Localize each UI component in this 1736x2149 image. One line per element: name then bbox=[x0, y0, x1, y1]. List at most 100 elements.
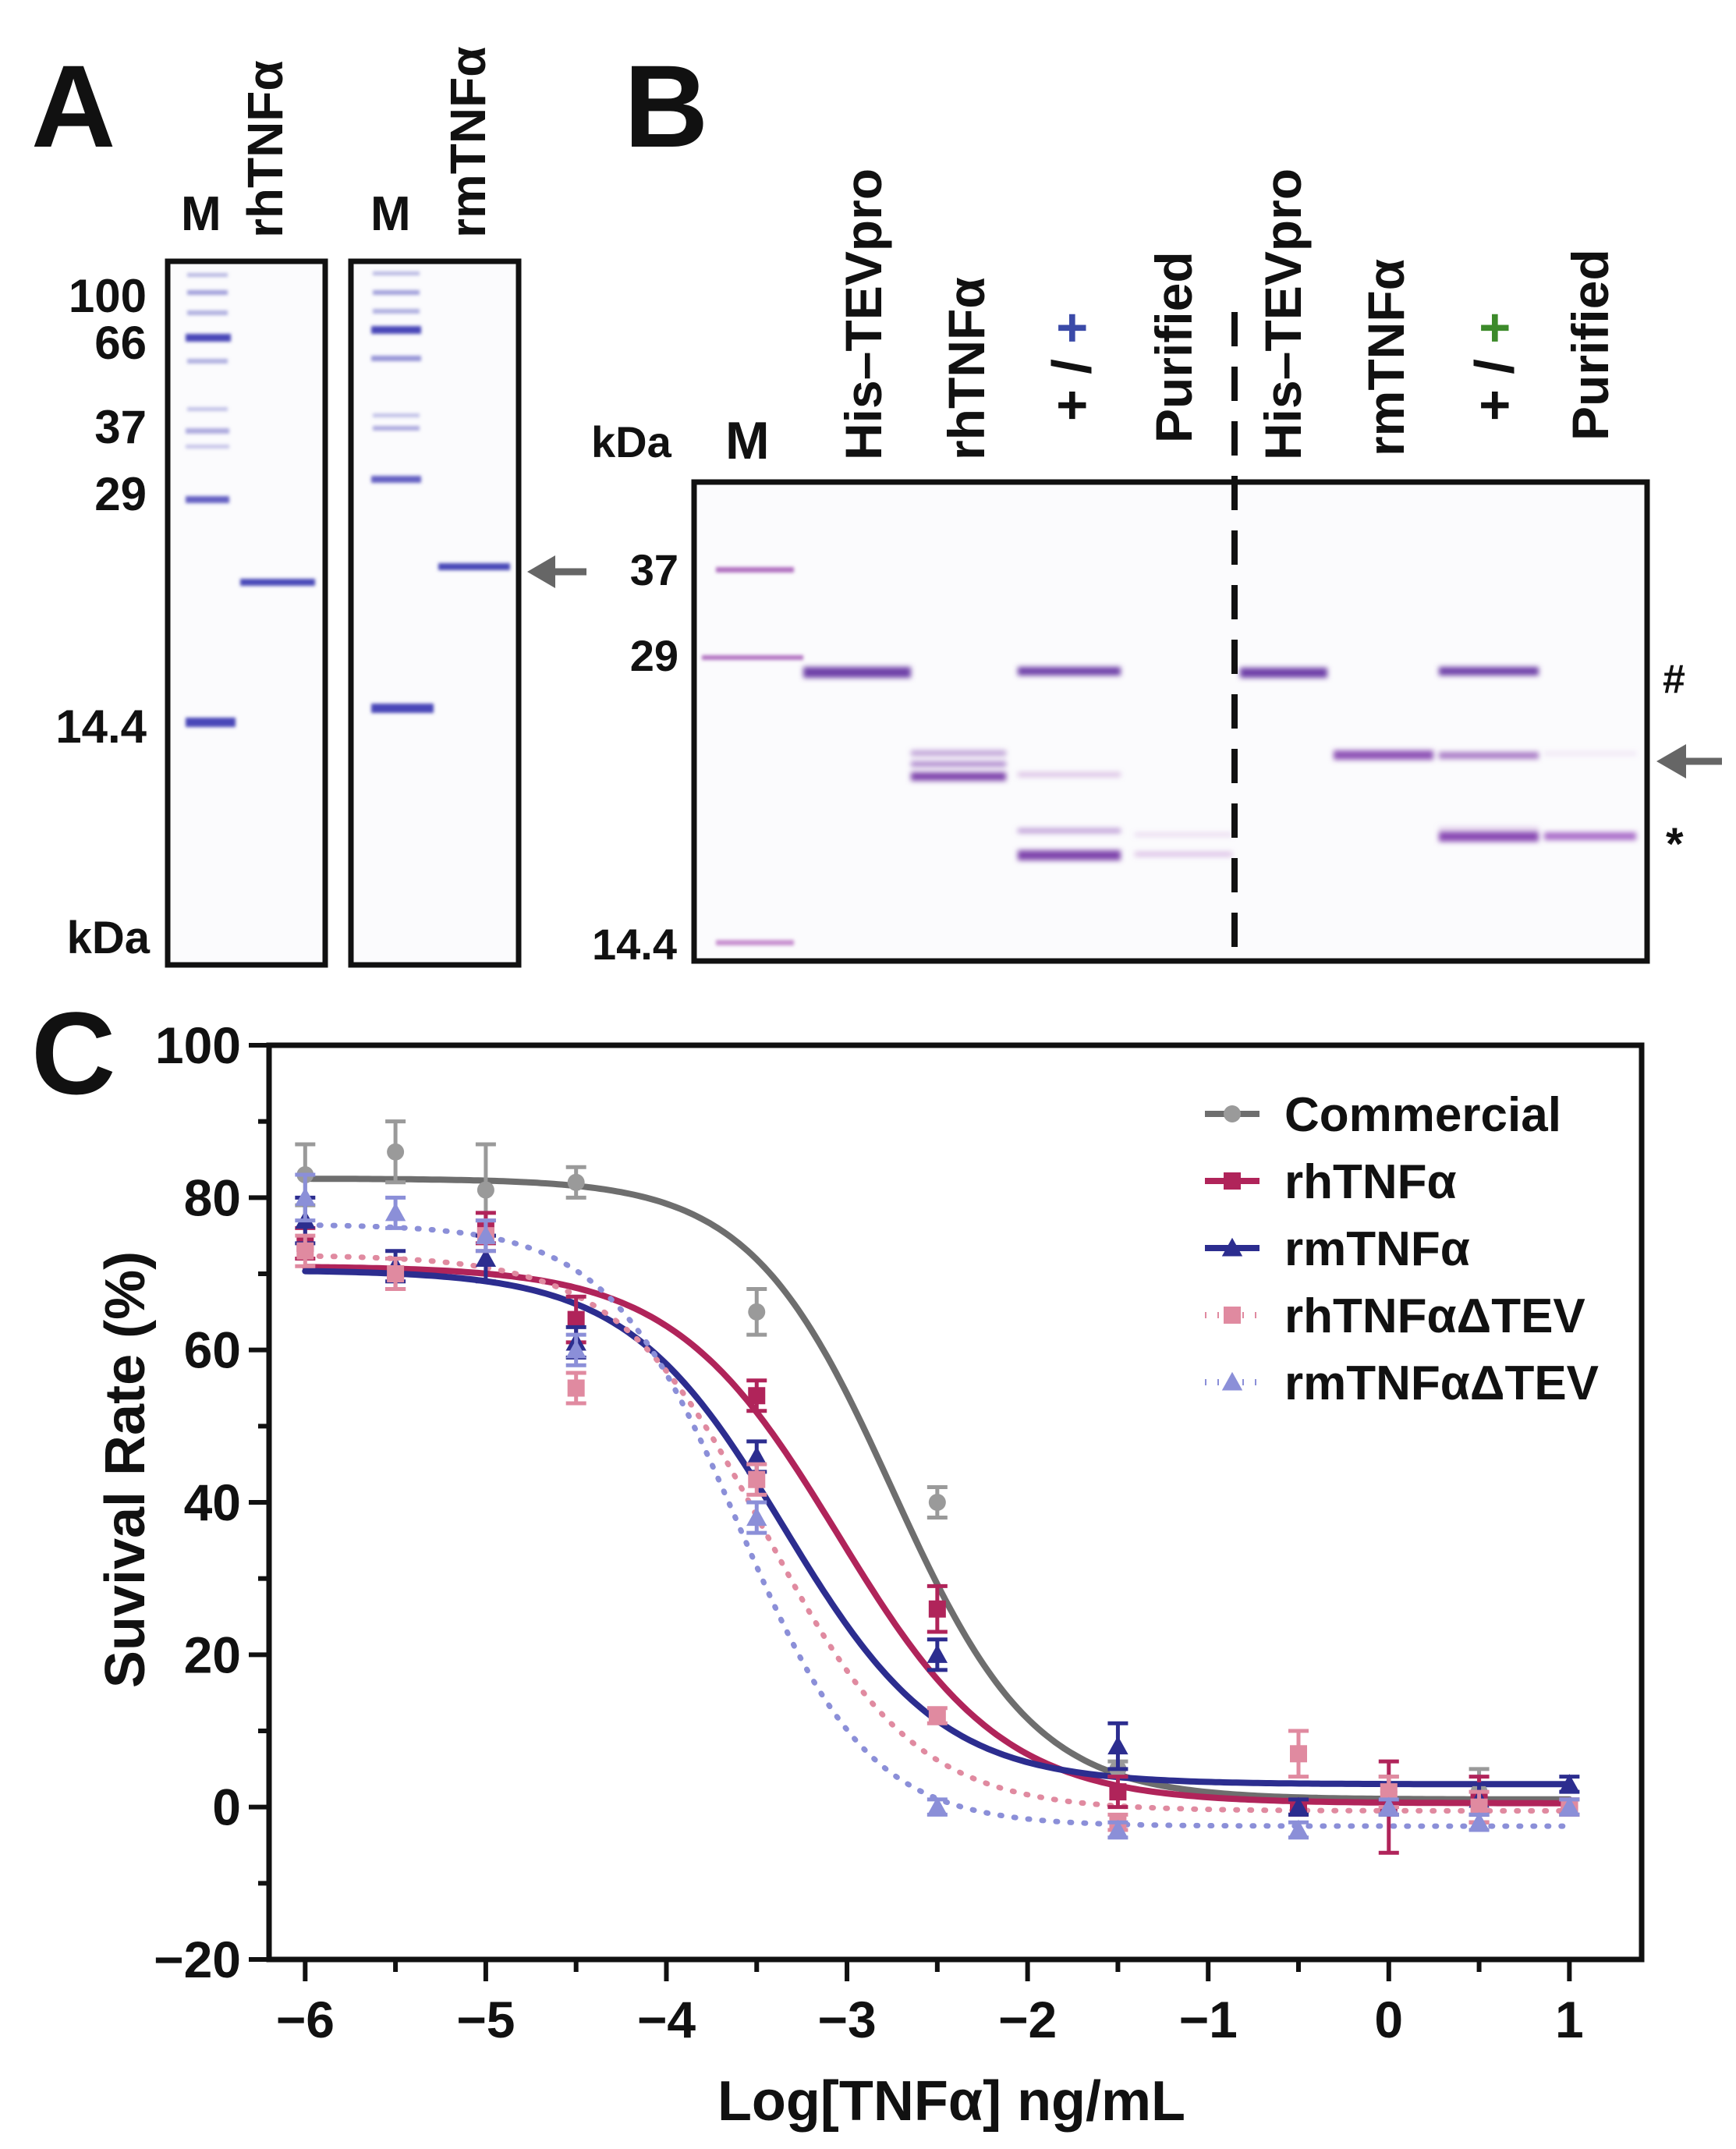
x-tick-label: 0 bbox=[1374, 1991, 1403, 2048]
data-point bbox=[1380, 1783, 1398, 1801]
data-point-group bbox=[1107, 1721, 1128, 1771]
data-point-group bbox=[385, 1256, 406, 1292]
data-point-group bbox=[1107, 1819, 1128, 1840]
panel-b: B kDa M His–TEVpro rhTNFα + / + Purified… bbox=[591, 41, 1722, 969]
legend-marker bbox=[1221, 1237, 1243, 1257]
data-point bbox=[928, 1707, 946, 1725]
asterisk-mark: * bbox=[1666, 819, 1684, 870]
gel2-rmtnfa-band bbox=[438, 563, 510, 570]
data-point bbox=[567, 1379, 585, 1397]
data-point bbox=[567, 1173, 585, 1191]
x-tick-label: −2 bbox=[998, 1991, 1057, 2048]
x-axis-label: Log[TNFα] ng/mL bbox=[717, 2070, 1185, 2133]
data-point bbox=[384, 1202, 406, 1222]
data-point bbox=[1290, 1745, 1307, 1763]
data-point-group bbox=[926, 1796, 948, 1817]
data-point-group bbox=[746, 1462, 767, 1497]
panel-letter-b: B bbox=[624, 41, 708, 172]
legend-marker bbox=[1224, 1105, 1241, 1122]
data-point bbox=[567, 1310, 585, 1328]
gel2-marker-lane bbox=[371, 271, 434, 713]
data-point bbox=[1109, 1783, 1127, 1801]
data-point-group bbox=[1559, 1796, 1580, 1817]
data-point bbox=[748, 1303, 766, 1321]
data-point-group bbox=[926, 1637, 948, 1672]
legend: Commercial rhTNFα rmTNFα rhTNFαΔTEV rmTNFαΔT… bbox=[1205, 1088, 1599, 1410]
legend-label: Commercial bbox=[1284, 1088, 1561, 1142]
legend-label: rhTNFα bbox=[1284, 1155, 1457, 1209]
y-tick-label: 100 bbox=[155, 1016, 241, 1074]
b-lane-label-his-tevpro-1: His–TEVpro bbox=[834, 168, 892, 460]
gel1-marker-lane bbox=[186, 273, 236, 727]
panel-letter-a: A bbox=[31, 41, 115, 172]
legend-marker bbox=[1221, 1371, 1243, 1391]
data-point bbox=[926, 1644, 948, 1663]
data-point bbox=[748, 1387, 766, 1405]
data-point-group bbox=[1107, 1775, 1128, 1810]
marker-label-29: 29 bbox=[94, 468, 147, 520]
data-point-group bbox=[746, 1287, 767, 1337]
legend-entry: Commercial bbox=[1205, 1088, 1561, 1142]
plus-colored-1: + bbox=[1041, 312, 1102, 344]
data-point-group bbox=[565, 1165, 586, 1200]
data-point-group bbox=[1288, 1729, 1309, 1779]
fit-curve-rhTNFαΔTEV bbox=[302, 1253, 1572, 1814]
b-lane-label-rhtnfa: rhTNFα bbox=[937, 277, 995, 460]
data-point bbox=[387, 1143, 405, 1161]
b-marker-label-37: 37 bbox=[630, 545, 678, 594]
gel1-rhtnfa-band bbox=[240, 579, 315, 586]
legend-entry: rhTNFα bbox=[1205, 1155, 1457, 1209]
data-point bbox=[295, 1187, 316, 1206]
b-marker-label-14-4: 14.4 bbox=[592, 920, 677, 969]
axes-layer bbox=[249, 1042, 1645, 1981]
b-lane-label-his-tevpro-2: His–TEVpro bbox=[1254, 168, 1312, 460]
x-tick-label: −4 bbox=[637, 1991, 696, 2048]
fit-curve-rhTNFα bbox=[302, 1264, 1573, 1807]
legend-entry: rmTNFα bbox=[1205, 1222, 1470, 1276]
marker-label-100: 100 bbox=[69, 270, 147, 322]
data-point bbox=[475, 1225, 497, 1244]
x-tick-label: 1 bbox=[1555, 1991, 1584, 2048]
data-point bbox=[928, 1494, 946, 1511]
data-point bbox=[1107, 1819, 1128, 1839]
marker-label-66: 66 bbox=[94, 317, 147, 369]
data-point-group bbox=[1288, 1796, 1309, 1817]
data-point bbox=[387, 1265, 405, 1282]
data-point-group bbox=[565, 1371, 586, 1406]
data-point bbox=[1559, 1796, 1580, 1816]
y-tick-label: 20 bbox=[184, 1626, 241, 1683]
data-point bbox=[1469, 1812, 1490, 1831]
arrow-icon-b bbox=[1656, 744, 1722, 778]
data-point-group bbox=[1559, 1774, 1580, 1794]
b-lane-label-m: M bbox=[725, 411, 770, 470]
data-point bbox=[746, 1446, 767, 1465]
x-tick-label: −6 bbox=[276, 1991, 335, 2048]
data-point bbox=[926, 1796, 948, 1816]
panel-c: C −20 0 20 40 60 80 100 −6 −5 −4 −3 −2 −1 0 1 Commerci… bbox=[31, 988, 1645, 2133]
data-point-group bbox=[1469, 1812, 1490, 1832]
data-point bbox=[296, 1242, 314, 1260]
data-point bbox=[1107, 1736, 1128, 1755]
x-tick-label: −1 bbox=[1179, 1991, 1238, 2048]
tick-labels-layer: −20 0 20 40 60 80 100 −6 −5 −4 −3 −2 −1 0 1 bbox=[154, 1016, 1584, 2048]
data-point bbox=[475, 1248, 497, 1268]
y-axis-label: Suvival Rate (%) bbox=[94, 1251, 157, 1688]
data-point bbox=[1470, 1798, 1488, 1816]
y-tick-label: 80 bbox=[184, 1168, 241, 1226]
plus-slash-2: + / bbox=[1464, 344, 1525, 421]
arrow-icon bbox=[527, 555, 586, 588]
gel2-frame bbox=[348, 258, 522, 968]
legend-marker bbox=[1224, 1172, 1241, 1190]
data-point-group bbox=[384, 1195, 406, 1230]
legend-label: rmTNFαΔTEV bbox=[1284, 1356, 1599, 1410]
data-point-group bbox=[1378, 1796, 1399, 1817]
data-point bbox=[748, 1470, 766, 1488]
data-point-group bbox=[746, 1500, 767, 1535]
plus-colored-2: + bbox=[1464, 312, 1525, 344]
data-point bbox=[746, 1507, 767, 1527]
kda-label-a: kDa bbox=[67, 913, 151, 963]
data-point-group bbox=[1288, 1819, 1309, 1840]
survival-chart: −20 0 20 40 60 80 100 −6 −5 −4 −3 −2 −1 0 1 Commercial… bbox=[94, 1016, 1645, 2133]
data-point-group bbox=[385, 1119, 406, 1185]
